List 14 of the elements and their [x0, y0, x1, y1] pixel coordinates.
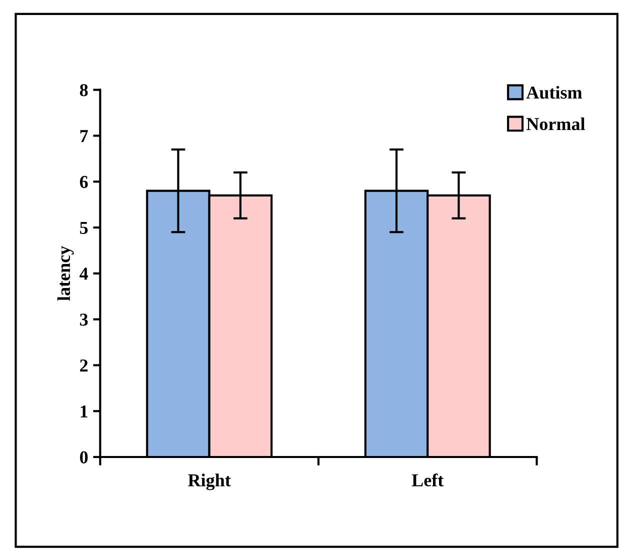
- y-tick-label: 6: [80, 176, 88, 188]
- y-tick-label: 3: [80, 314, 88, 326]
- y-tick-label: 8: [80, 84, 88, 96]
- y-tick-label: 7: [80, 130, 88, 142]
- legend-label: Autism: [526, 86, 582, 99]
- x-tick-label: Left: [412, 473, 444, 486]
- y-axis-title: latency: [57, 246, 74, 301]
- y-tick-label: 2: [80, 360, 88, 372]
- y-tick-label: 4: [80, 268, 88, 280]
- legend-label: Normal: [526, 117, 585, 130]
- x-tick-label: Right: [188, 474, 231, 490]
- y-tick-label: 5: [80, 222, 88, 234]
- y-tick-label: 1: [80, 405, 88, 418]
- y-tick-label: 0: [80, 451, 88, 464]
